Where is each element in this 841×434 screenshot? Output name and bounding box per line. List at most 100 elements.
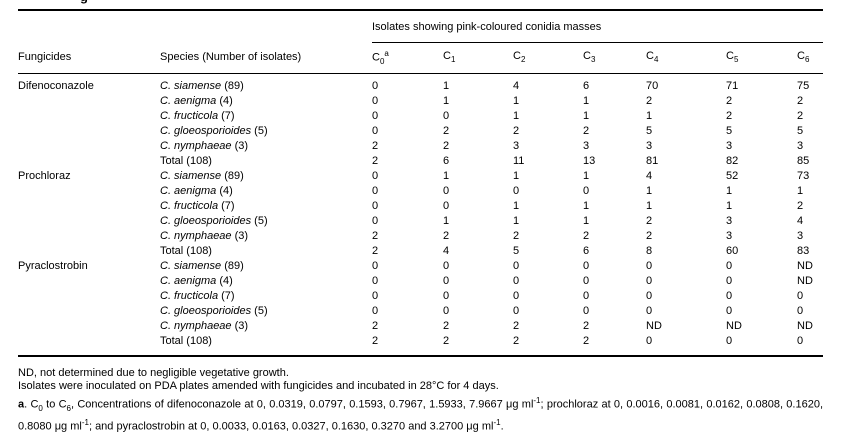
isolate-count-cell: 2 xyxy=(443,319,450,332)
isolate-count-cell: 1 xyxy=(646,109,653,122)
isolate-count-cell: 2 xyxy=(583,319,590,332)
isolate-count-cell: 0 xyxy=(726,334,733,347)
isolate-count-cell: 2 xyxy=(372,154,379,167)
isolate-count-cell: 0 xyxy=(726,289,733,302)
isolate-count-cell: 2 xyxy=(646,229,653,242)
isolate-count-cell: 5 xyxy=(646,124,653,137)
table-header: Isolates showing pink-coloured conidia m… xyxy=(18,10,824,74)
isolate-count-cell: 0 xyxy=(646,334,653,347)
isolate-count-cell: 4 xyxy=(443,244,450,257)
isolate-count-cell: 0 xyxy=(443,109,450,122)
isolate-count-cell: 0 xyxy=(443,184,450,197)
isolate-count-cell: 4 xyxy=(513,79,520,92)
species-cell: C. gloeosporioides (5) xyxy=(160,214,268,227)
concentration-column-header: C0a xyxy=(372,42,443,74)
isolate-count-cell: 3 xyxy=(726,214,733,227)
isolate-count-cell: 0 xyxy=(372,259,379,272)
isolate-count-cell: 82 xyxy=(726,154,739,167)
cropped-title-fragment: g xyxy=(80,0,88,3)
isolate-count-cell: ND xyxy=(726,319,742,332)
isolate-count-cell: 2 xyxy=(443,124,450,137)
isolate-count-cell: 2 xyxy=(583,334,590,347)
span-header-spacer xyxy=(18,10,372,42)
isolate-count-cell: 71 xyxy=(726,79,739,92)
isolate-count-cell: 0 xyxy=(513,259,520,272)
isolate-count-cell: 2 xyxy=(372,334,379,347)
isolate-count-cell: 2 xyxy=(646,214,653,227)
isolate-count-cell: 0 xyxy=(797,334,804,347)
species-cell: C. siamense (89) xyxy=(160,169,244,182)
isolate-count-cell: 0 xyxy=(372,94,379,107)
isolate-count-cell: 2 xyxy=(797,94,804,107)
isolate-count-cell: ND xyxy=(646,319,662,332)
isolate-count-cell: 0 xyxy=(372,184,379,197)
species-column-header: Species (Number of isolates) xyxy=(160,42,372,74)
fungicide-cell xyxy=(18,274,160,289)
isolate-count-cell: 1 xyxy=(583,199,590,212)
table-body: Difenoconazole C. siamense (89) 0 1 4 6 70 71 75… xyxy=(18,73,823,356)
isolate-count-cell: 0 xyxy=(726,304,733,317)
table-row: Total (108) 2 2 2 2 0 0 0 xyxy=(18,334,823,356)
table-row: C. aenigma (4) 0 0 0 0 0 0 ND xyxy=(18,274,823,289)
isolate-count-cell: 0 xyxy=(372,289,379,302)
species-cell: C. aenigma (4) xyxy=(160,274,233,287)
isolate-count-cell: 0 xyxy=(372,199,379,212)
footnote-a: a. C0 to C6, Concentrations of difenocon… xyxy=(18,396,824,433)
concentration-column-header: C6 xyxy=(797,42,824,74)
isolate-count-cell: 0 xyxy=(372,274,379,287)
isolate-count-cell: 3 xyxy=(726,139,733,152)
fungicide-cell xyxy=(18,124,160,139)
table-row: C. fructicola (7) 0 0 1 1 1 1 2 xyxy=(18,199,823,214)
fungicide-cell xyxy=(18,199,160,214)
isolate-count-cell: 75 xyxy=(797,79,810,92)
isolate-count-cell: 0 xyxy=(513,304,520,317)
isolate-count-cell: ND xyxy=(797,319,813,332)
isolate-count-cell: 0 xyxy=(583,304,590,317)
fungicide-cell xyxy=(18,319,160,334)
table-row: C. gloeosporioides (5) 0 0 0 0 0 0 0 xyxy=(18,304,823,319)
fungicide-cell: Pyraclostrobin xyxy=(18,259,88,272)
isolate-count-cell: 1 xyxy=(513,94,520,107)
isolate-count-cell: 0 xyxy=(513,289,520,302)
isolate-count-cell: 3 xyxy=(726,229,733,242)
isolate-count-cell: 0 xyxy=(372,124,379,137)
table-row: C. aenigma (4) 0 1 1 1 2 2 2 xyxy=(18,94,823,109)
isolate-count-cell: 2 xyxy=(372,139,379,152)
isolate-count-cell: 1 xyxy=(583,109,590,122)
footnote-nd: ND, not determined due to negligible veg… xyxy=(18,366,289,379)
species-cell: C. fructicola (7) xyxy=(160,289,235,302)
isolate-count-cell: 2 xyxy=(372,229,379,242)
isolate-count-cell: 1 xyxy=(513,199,520,212)
isolate-count-cell: 0 xyxy=(646,289,653,302)
species-cell: C. nymphaeae (3) xyxy=(160,139,249,152)
fungicide-cell xyxy=(18,334,160,356)
table-row: Total (108) 2 6 11 13 81 82 85 xyxy=(18,154,823,169)
isolate-count-cell: 0 xyxy=(372,214,379,227)
table-row: C. nymphaeae (3) 2 2 2 2 2 3 3 xyxy=(18,229,823,244)
isolate-count-cell: 11 xyxy=(513,154,525,167)
isolate-count-cell: 1 xyxy=(646,184,653,197)
species-cell: C. siamense (89) xyxy=(160,79,244,92)
isolate-count-cell: 6 xyxy=(443,154,450,167)
isolate-count-cell: 0 xyxy=(797,289,804,302)
fungicide-cell xyxy=(18,214,160,229)
isolate-count-cell: 1 xyxy=(726,184,733,197)
isolate-count-cell: 0 xyxy=(443,304,450,317)
isolate-count-cell: 0 xyxy=(726,259,733,272)
isolate-count-cell: 3 xyxy=(513,139,520,152)
concentration-column-header: C2 xyxy=(513,42,583,74)
isolate-count-cell: 52 xyxy=(726,169,739,182)
isolate-count-cell: 2 xyxy=(513,124,520,137)
isolate-count-cell: 1 xyxy=(513,169,520,182)
table-row: Prochloraz C. siamense (89) 0 1 1 1 4 52 73 xyxy=(18,169,823,184)
species-cell: C. nymphaeae (3) xyxy=(160,229,249,242)
fungicides-column-header: Fungicides xyxy=(18,42,160,74)
isolate-count-cell: 2 xyxy=(372,319,379,332)
species-cell: C. fructicola (7) xyxy=(160,109,235,122)
isolate-count-cell: 2 xyxy=(372,244,379,257)
isolate-count-cell: 3 xyxy=(646,139,653,152)
isolate-count-cell: 5 xyxy=(797,124,804,137)
isolate-count-cell: 0 xyxy=(443,274,450,287)
isolate-count-cell: 3 xyxy=(583,139,590,152)
isolate-count-cell: 0 xyxy=(372,304,379,317)
